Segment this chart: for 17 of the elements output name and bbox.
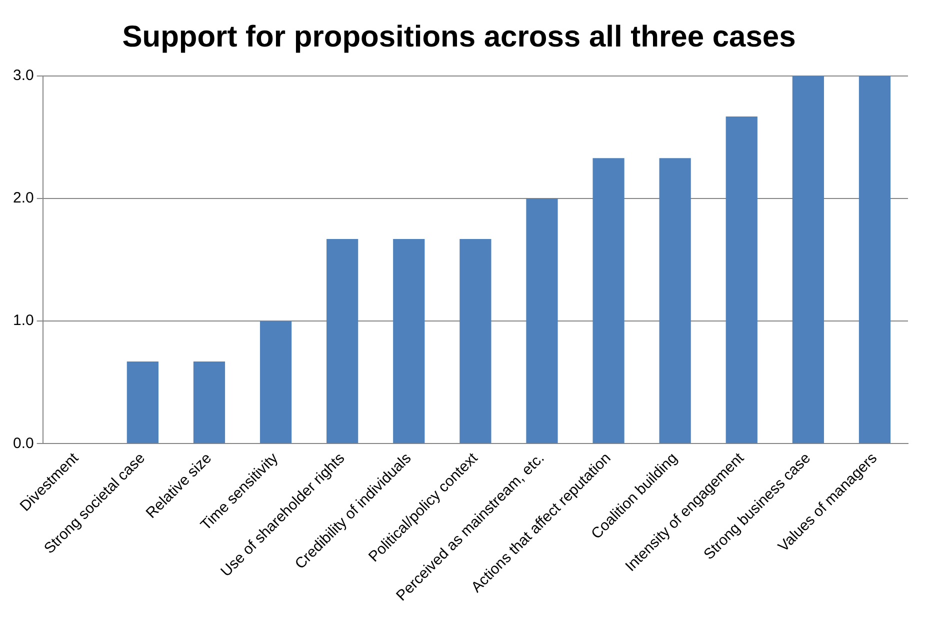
bar [592, 158, 624, 444]
bar [659, 158, 691, 444]
y-tick-label: 2.0 [12, 190, 34, 207]
bar [792, 76, 824, 444]
bar [460, 238, 492, 444]
bar [393, 238, 425, 444]
chart-title: Support for propositions across all three cases [122, 20, 796, 54]
bar [858, 76, 891, 444]
bar [326, 238, 358, 444]
y-tick-label: 3.0 [12, 67, 34, 84]
bar [260, 321, 292, 444]
y-tick-label: 1.0 [12, 312, 34, 330]
bar [193, 362, 226, 444]
y-tick-label: 0.0 [12, 434, 34, 452]
bar [526, 198, 558, 444]
bar [726, 116, 758, 444]
bar [126, 362, 158, 444]
